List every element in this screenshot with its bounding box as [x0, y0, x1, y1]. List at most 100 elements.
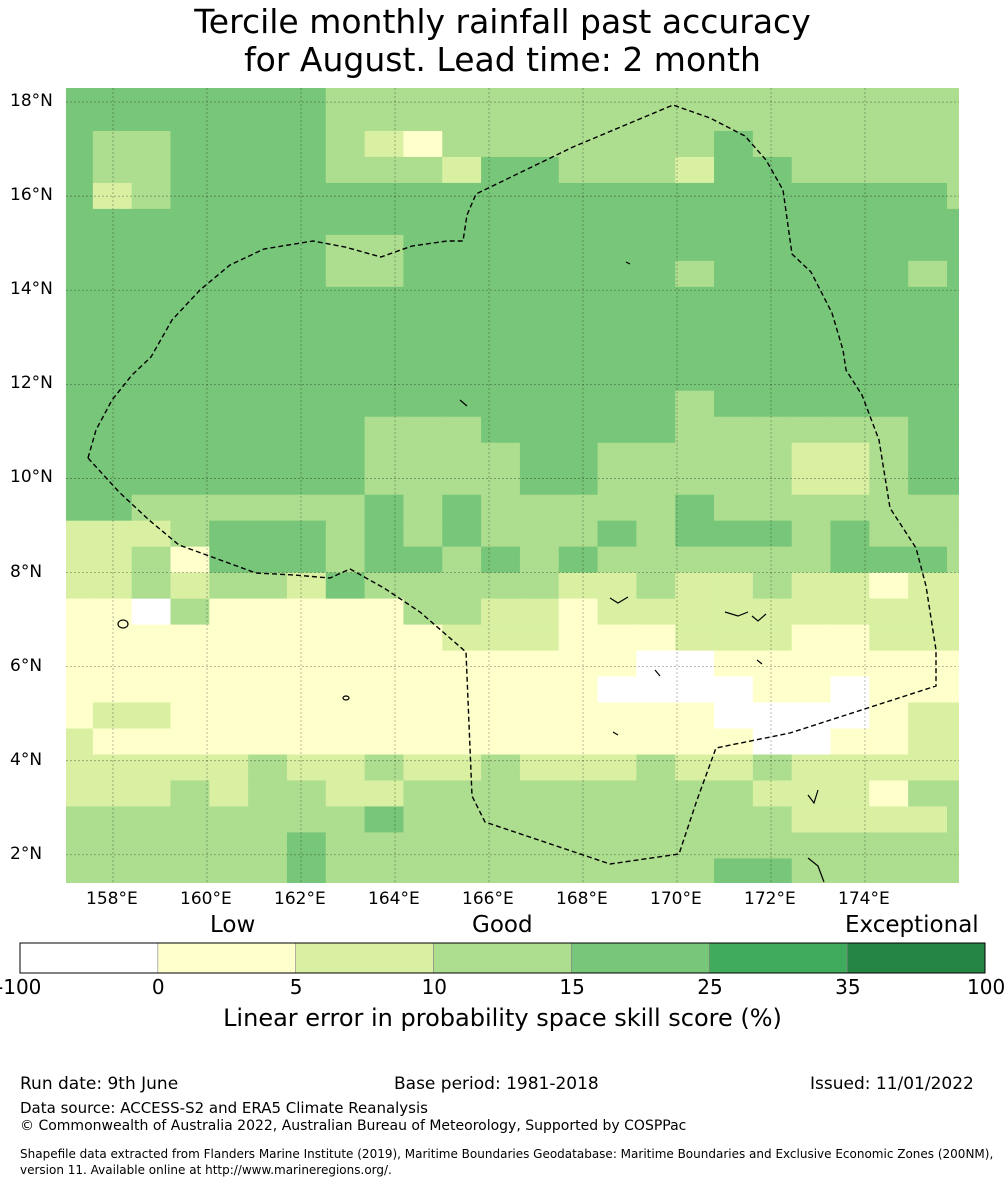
grid-cell	[753, 910, 792, 937]
grid-cell	[947, 88, 959, 106]
grid-cell	[442, 364, 482, 392]
grid-cell	[558, 260, 599, 288]
grid-cell	[714, 156, 754, 184]
grid-cell	[519, 390, 560, 418]
grid-cell	[791, 130, 832, 158]
level-label-low: Low	[210, 912, 256, 938]
grid-cell	[714, 234, 754, 262]
grid-cell	[442, 260, 482, 288]
grid-cell	[481, 338, 521, 366]
grid-cell	[209, 754, 249, 782]
grid-cell	[986, 339, 1005, 366]
colorbar-segment	[708, 942, 848, 974]
shapefile-attribution: Shapefile data extracted from Flanders M…	[20, 1147, 994, 1177]
grid-cell	[869, 650, 909, 678]
grid-cell	[597, 572, 637, 600]
grid-cell	[170, 624, 210, 652]
longitude-label: 172°E	[744, 889, 796, 909]
grid-cell	[558, 702, 599, 730]
grid-cell	[714, 260, 754, 288]
grid-cell	[364, 572, 405, 600]
grid-cell	[325, 494, 366, 522]
grid-cell	[519, 468, 560, 496]
grid-cell	[248, 650, 288, 678]
grid-cell	[66, 286, 94, 314]
grid-cell	[558, 624, 599, 652]
grid-cell	[209, 260, 249, 288]
grid-cell	[791, 598, 832, 626]
grid-cell	[558, 676, 599, 704]
colorbar-title: Linear error in probability space skill …	[223, 1004, 782, 1032]
grid-cell	[325, 312, 366, 340]
grid-cell	[869, 468, 909, 496]
grid-cell	[597, 208, 637, 236]
grid-cell	[636, 780, 676, 808]
grid-cell	[636, 88, 676, 106]
grid-cell	[869, 286, 909, 314]
grid-cell	[442, 858, 482, 883]
grid-cell	[442, 390, 482, 418]
colorbar-segment	[571, 942, 710, 974]
grid-cell	[869, 572, 909, 600]
grid-cell	[286, 156, 327, 184]
grid-cell	[481, 650, 521, 678]
longitude-label: 160°E	[180, 889, 232, 909]
grid-cell	[92, 104, 133, 132]
grid-cell	[92, 572, 133, 600]
grid-cell	[675, 494, 715, 522]
grid-cell	[66, 390, 94, 418]
grid-cell	[209, 234, 249, 262]
grid-cell	[248, 208, 288, 236]
grid-cell	[325, 650, 366, 678]
grid-cell	[869, 494, 909, 522]
grid-cell	[248, 182, 288, 210]
grid-cell	[209, 572, 249, 600]
grid-cell	[364, 832, 405, 860]
grid-cell	[442, 624, 482, 652]
grid-cell	[403, 442, 443, 470]
grid-cell	[791, 572, 832, 600]
grid-cell	[286, 312, 327, 340]
grid-cell	[92, 806, 133, 834]
grid-cell	[442, 546, 482, 574]
grid-cell	[209, 130, 249, 158]
grid-cell	[325, 624, 366, 652]
grid-cell	[519, 832, 560, 860]
grid-cell	[558, 442, 599, 470]
grid-cell	[714, 208, 754, 236]
grid-cell	[558, 572, 599, 600]
grid-cell	[170, 364, 210, 392]
grid-cell	[403, 728, 443, 756]
grid-cell	[636, 364, 676, 392]
grid-cell	[791, 780, 832, 808]
grid-cell	[636, 572, 676, 600]
grid-cell	[791, 338, 832, 366]
grid-cell	[636, 468, 676, 496]
grid-cell	[481, 208, 521, 236]
grid-cell	[869, 416, 909, 444]
grid-cell	[986, 105, 1005, 132]
grid-cell	[92, 468, 133, 496]
grid-cell	[636, 208, 676, 236]
grid-cell	[325, 338, 366, 366]
grid-cell	[325, 780, 366, 808]
grid-cell	[170, 832, 210, 860]
grid-cell	[248, 702, 288, 730]
grid-cell	[170, 468, 210, 496]
grid-cell	[364, 702, 405, 730]
grid-cell	[170, 598, 210, 626]
grid-cell	[325, 208, 366, 236]
grid-cell	[830, 806, 870, 834]
grid-cell	[286, 468, 327, 496]
grid-cell	[908, 338, 948, 366]
grid-cell	[66, 520, 94, 548]
grid-cell	[830, 312, 870, 340]
colorbar-tick-label: 10	[421, 975, 448, 999]
grid-cell	[714, 650, 754, 678]
grid-cell	[93, 910, 132, 937]
grid-cell	[947, 624, 959, 652]
grid-cell	[752, 390, 793, 418]
grid-cell	[675, 338, 715, 366]
longitude-label: 168°E	[556, 889, 608, 909]
